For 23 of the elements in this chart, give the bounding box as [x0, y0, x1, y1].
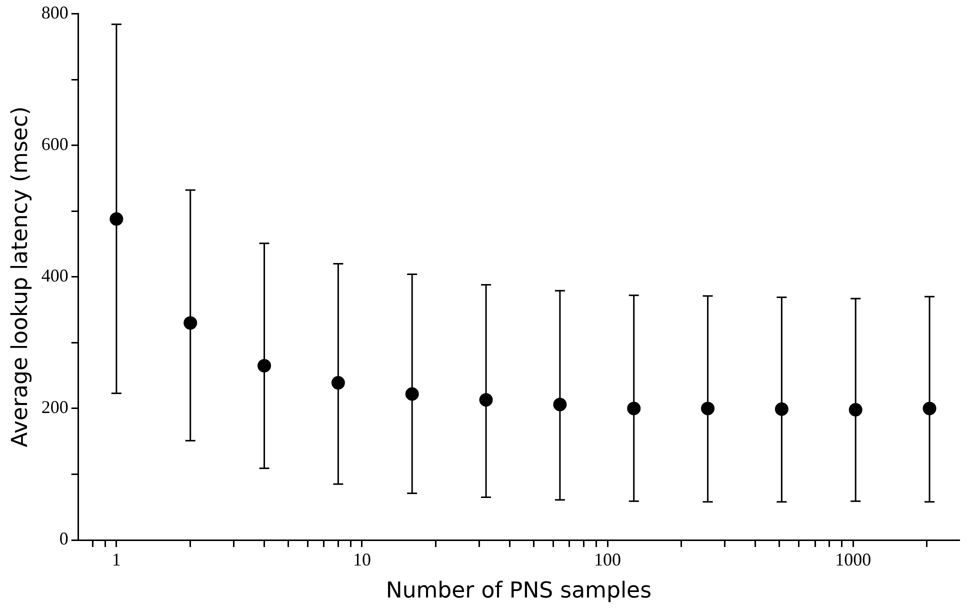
point — [110, 212, 124, 226]
point — [479, 393, 493, 407]
y-tick-label: 200 — [41, 397, 68, 418]
point — [627, 402, 641, 416]
x-tick-label: 1000 — [835, 550, 872, 570]
x-tick-label: 100 — [594, 550, 622, 570]
x-tick-label: 1 — [112, 550, 121, 570]
x-axis-title: Number of PNS samples — [386, 578, 652, 604]
y-axis-title: Average lookup latency (msec) — [8, 106, 33, 448]
point — [553, 398, 567, 412]
point — [774, 402, 788, 416]
point — [405, 387, 419, 401]
point — [184, 316, 198, 330]
point — [922, 402, 936, 416]
y-tick-label: 0 — [59, 528, 68, 549]
point — [331, 376, 345, 390]
x-tick-label: 10 — [352, 550, 371, 570]
point — [701, 402, 715, 416]
point — [258, 358, 272, 372]
point — [848, 403, 862, 417]
y-tick-label: 800 — [41, 2, 68, 23]
y-tick-label: 400 — [41, 266, 68, 286]
y-tick-label: 600 — [41, 134, 68, 154]
